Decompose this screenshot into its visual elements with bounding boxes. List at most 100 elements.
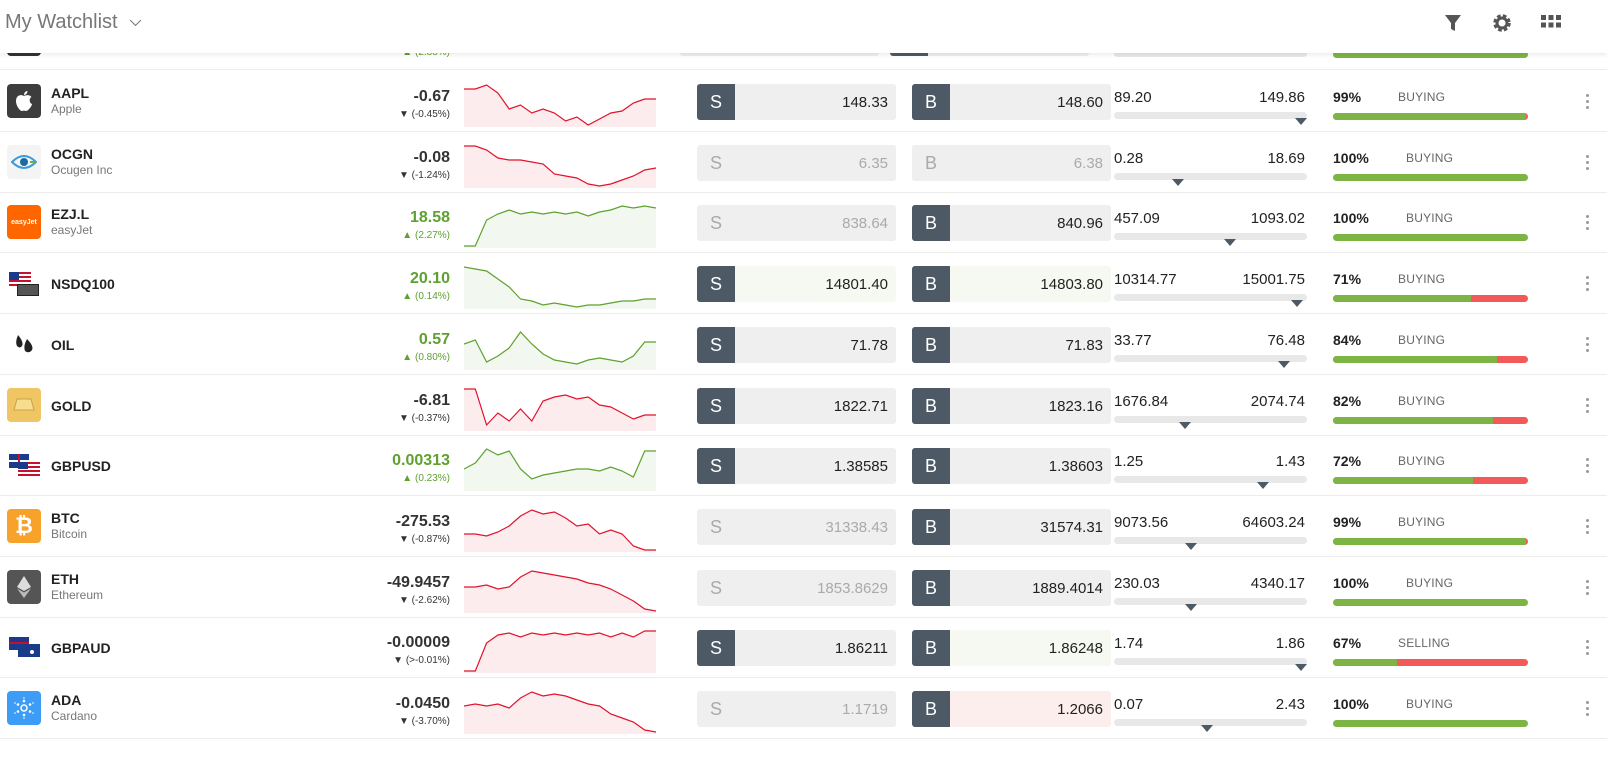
- table-row[interactable]: easyJet EZJ.L easyJet 18.58 ▲ (2.27%) S 838.64…: [0, 191, 1607, 254]
- instrument-symbol[interactable]: BTC: [51, 509, 80, 526]
- table-row[interactable]: GBPUSD 0.00313 ▲ (0.23%) S 1.38585 B 1.38603 1.…: [0, 434, 1607, 497]
- arrow-down-icon: ▼: [398, 412, 409, 424]
- change-percent: ▼ (-3.70%): [398, 716, 450, 727]
- sparkline-chart: [464, 629, 656, 674]
- more-vertical-icon[interactable]: [1586, 215, 1590, 231]
- buy-button[interactable]: B 1.86248: [912, 630, 1111, 667]
- day-range-high: 1093.02: [1250, 210, 1305, 228]
- sell-label: S: [709, 577, 722, 598]
- sell-button[interactable]: S 838.64: [697, 205, 896, 242]
- more-vertical-icon[interactable]: [1586, 397, 1590, 414]
- more-vertical-icon[interactable]: [1586, 518, 1590, 535]
- buy-price: 148.60: [1057, 94, 1103, 111]
- instrument-symbol[interactable]: NSDQ100: [51, 276, 115, 293]
- buy-button[interactable]: B 31574.31: [912, 508, 1111, 545]
- arrow-down-icon: ▼: [398, 594, 409, 606]
- table-row[interactable]: GOLD -6.81 ▼ (-0.37%) S 1822.71 B 1823.16 1676.…: [0, 374, 1607, 436]
- table-row[interactable]: GBPAUD -0.00009 ▼ (>-0.01%) S 1.86211 B 1.8624…: [0, 616, 1607, 679]
- sell-button[interactable]: S 14801.40: [697, 266, 896, 303]
- day-range-marker: [1295, 118, 1308, 125]
- table-row[interactable]: ₿ BTC Bitcoin -275.53 ▼ (-0.87%) S 31338.43 B 31…: [0, 495, 1607, 557]
- instrument-symbol[interactable]: OIL: [51, 336, 75, 353]
- table-row[interactable]: ADA Cardano -0.0450 ▼ (-3.70%) S 1.1719 B 1.206…: [0, 677, 1607, 739]
- buy-button[interactable]: B 71.83: [912, 326, 1111, 363]
- arrow-up-icon: ▲: [402, 473, 413, 485]
- sentiment-percent: 84%: [1333, 331, 1362, 348]
- day-range-high: 2074.74: [1250, 392, 1305, 410]
- instrument-symbol[interactable]: GBPUSD: [51, 458, 111, 475]
- sentiment-label: BUYING: [1398, 393, 1446, 408]
- instrument-symbol[interactable]: AAPL: [51, 85, 90, 101]
- buy-price: 1.38603: [1048, 458, 1103, 476]
- sell-button[interactable]: S 1.38585: [697, 448, 896, 485]
- buy-button[interactable]: B 1.2066: [912, 691, 1111, 727]
- instrument-symbol[interactable]: GBPAUD: [51, 640, 111, 657]
- sparkline-chart: [463, 690, 657, 734]
- gear-icon[interactable]: [1491, 12, 1513, 34]
- sell-button[interactable]: S 148.33: [697, 84, 896, 120]
- instrument-symbol[interactable]: GOLD: [51, 397, 92, 414]
- watchlist-selector[interactable]: My Watchlist: [5, 11, 141, 34]
- instrument-logo: [7, 387, 41, 422]
- sell-label: S: [709, 699, 722, 719]
- instrument-logo: [7, 326, 41, 361]
- sentiment-bar: [1333, 113, 1528, 120]
- sell-price: 1.1719: [842, 701, 888, 718]
- day-range-bar: [1114, 658, 1307, 666]
- sparkline-chart: [464, 204, 657, 249]
- arrow-up-icon: ▲: [402, 230, 413, 242]
- sentiment-bar-fill: [1333, 477, 1474, 485]
- change-value: -275.53: [395, 512, 450, 530]
- more-vertical-icon[interactable]: [1586, 94, 1590, 110]
- day-range-low: 1.25: [1114, 453, 1144, 471]
- buy-button[interactable]: B 840.96: [912, 205, 1111, 242]
- change-value: -0.0450: [395, 695, 450, 712]
- day-range-high: 76.48: [1267, 331, 1305, 349]
- buy-button[interactable]: B 1.38603: [912, 448, 1111, 485]
- sell-price: 148.33: [842, 94, 888, 111]
- day-range-low: 0.07: [1114, 696, 1144, 713]
- table-row[interactable]: AAPL Apple -0.67 ▼ (-0.45%) S 148.33 B 148.60 89…: [0, 70, 1607, 132]
- sell-button[interactable]: S 1.86211: [697, 630, 896, 667]
- more-vertical-icon[interactable]: [1586, 701, 1590, 717]
- instrument-symbol[interactable]: OCGN: [51, 145, 93, 162]
- buy-button[interactable]: B 1889.4014: [912, 569, 1111, 606]
- buy-button[interactable]: B 14803.80: [912, 266, 1111, 303]
- day-range-bar: [1114, 597, 1307, 605]
- more-vertical-icon[interactable]: [1586, 154, 1590, 171]
- sell-button[interactable]: S 71.78: [697, 326, 896, 363]
- grid-icon[interactable]: [1540, 12, 1562, 34]
- sentiment-percent: 100%: [1333, 149, 1369, 166]
- arrow-down-icon: ▼: [398, 169, 409, 181]
- more-vertical-icon[interactable]: [1586, 336, 1590, 353]
- sentiment-bar-fill: [1333, 659, 1398, 667]
- buy-button[interactable]: B 148.60: [912, 84, 1111, 120]
- table-row[interactable]: OIL 0.57 ▲ (0.80%) S 71.78 B 71.83 33.77 76.48 84…: [0, 313, 1607, 375]
- sell-label: S: [697, 630, 735, 667]
- sentiment-bar: [1333, 720, 1528, 727]
- instrument-logo: [7, 630, 41, 665]
- table-row[interactable]: NSDQ100 20.10 ▲ (0.14%) S 14801.40 B 14803.80 1…: [0, 252, 1607, 315]
- instrument-symbol[interactable]: ADA: [51, 692, 82, 708]
- instrument-symbol[interactable]: EZJ.L: [51, 206, 90, 223]
- more-vertical-icon[interactable]: [1586, 276, 1590, 292]
- table-row[interactable]: ETH Ethereum -49.9457 ▼ (-2.62%) S 1853.8629 B…: [0, 556, 1607, 618]
- more-vertical-icon[interactable]: [1586, 458, 1590, 474]
- sell-button[interactable]: S 6.35: [697, 144, 896, 181]
- buy-button[interactable]: B 6.38: [912, 144, 1111, 181]
- instrument-symbol[interactable]: ETH: [51, 570, 79, 587]
- more-vertical-icon[interactable]: [1586, 579, 1590, 596]
- filter-icon[interactable]: [1442, 12, 1464, 34]
- sell-button[interactable]: S 1853.8629: [697, 569, 896, 606]
- more-vertical-icon[interactable]: [1586, 640, 1590, 656]
- day-range-marker: [1295, 664, 1308, 672]
- sparkline-chart: [463, 265, 656, 310]
- sentiment-bar-fill: [1333, 537, 1527, 545]
- buy-button[interactable]: B 1823.16: [912, 387, 1111, 424]
- sell-price: 1853.8629: [817, 579, 888, 597]
- sell-button[interactable]: S 31338.43: [697, 508, 896, 545]
- sentiment-percent: 100%: [1333, 574, 1369, 591]
- table-row[interactable]: OCGN Ocugen Inc -0.08 ▼ (-1.24%) S 6.35 B 6.38 0…: [0, 131, 1607, 193]
- sell-button[interactable]: S 1.1719: [697, 691, 896, 727]
- sell-button[interactable]: S 1822.71: [697, 387, 896, 424]
